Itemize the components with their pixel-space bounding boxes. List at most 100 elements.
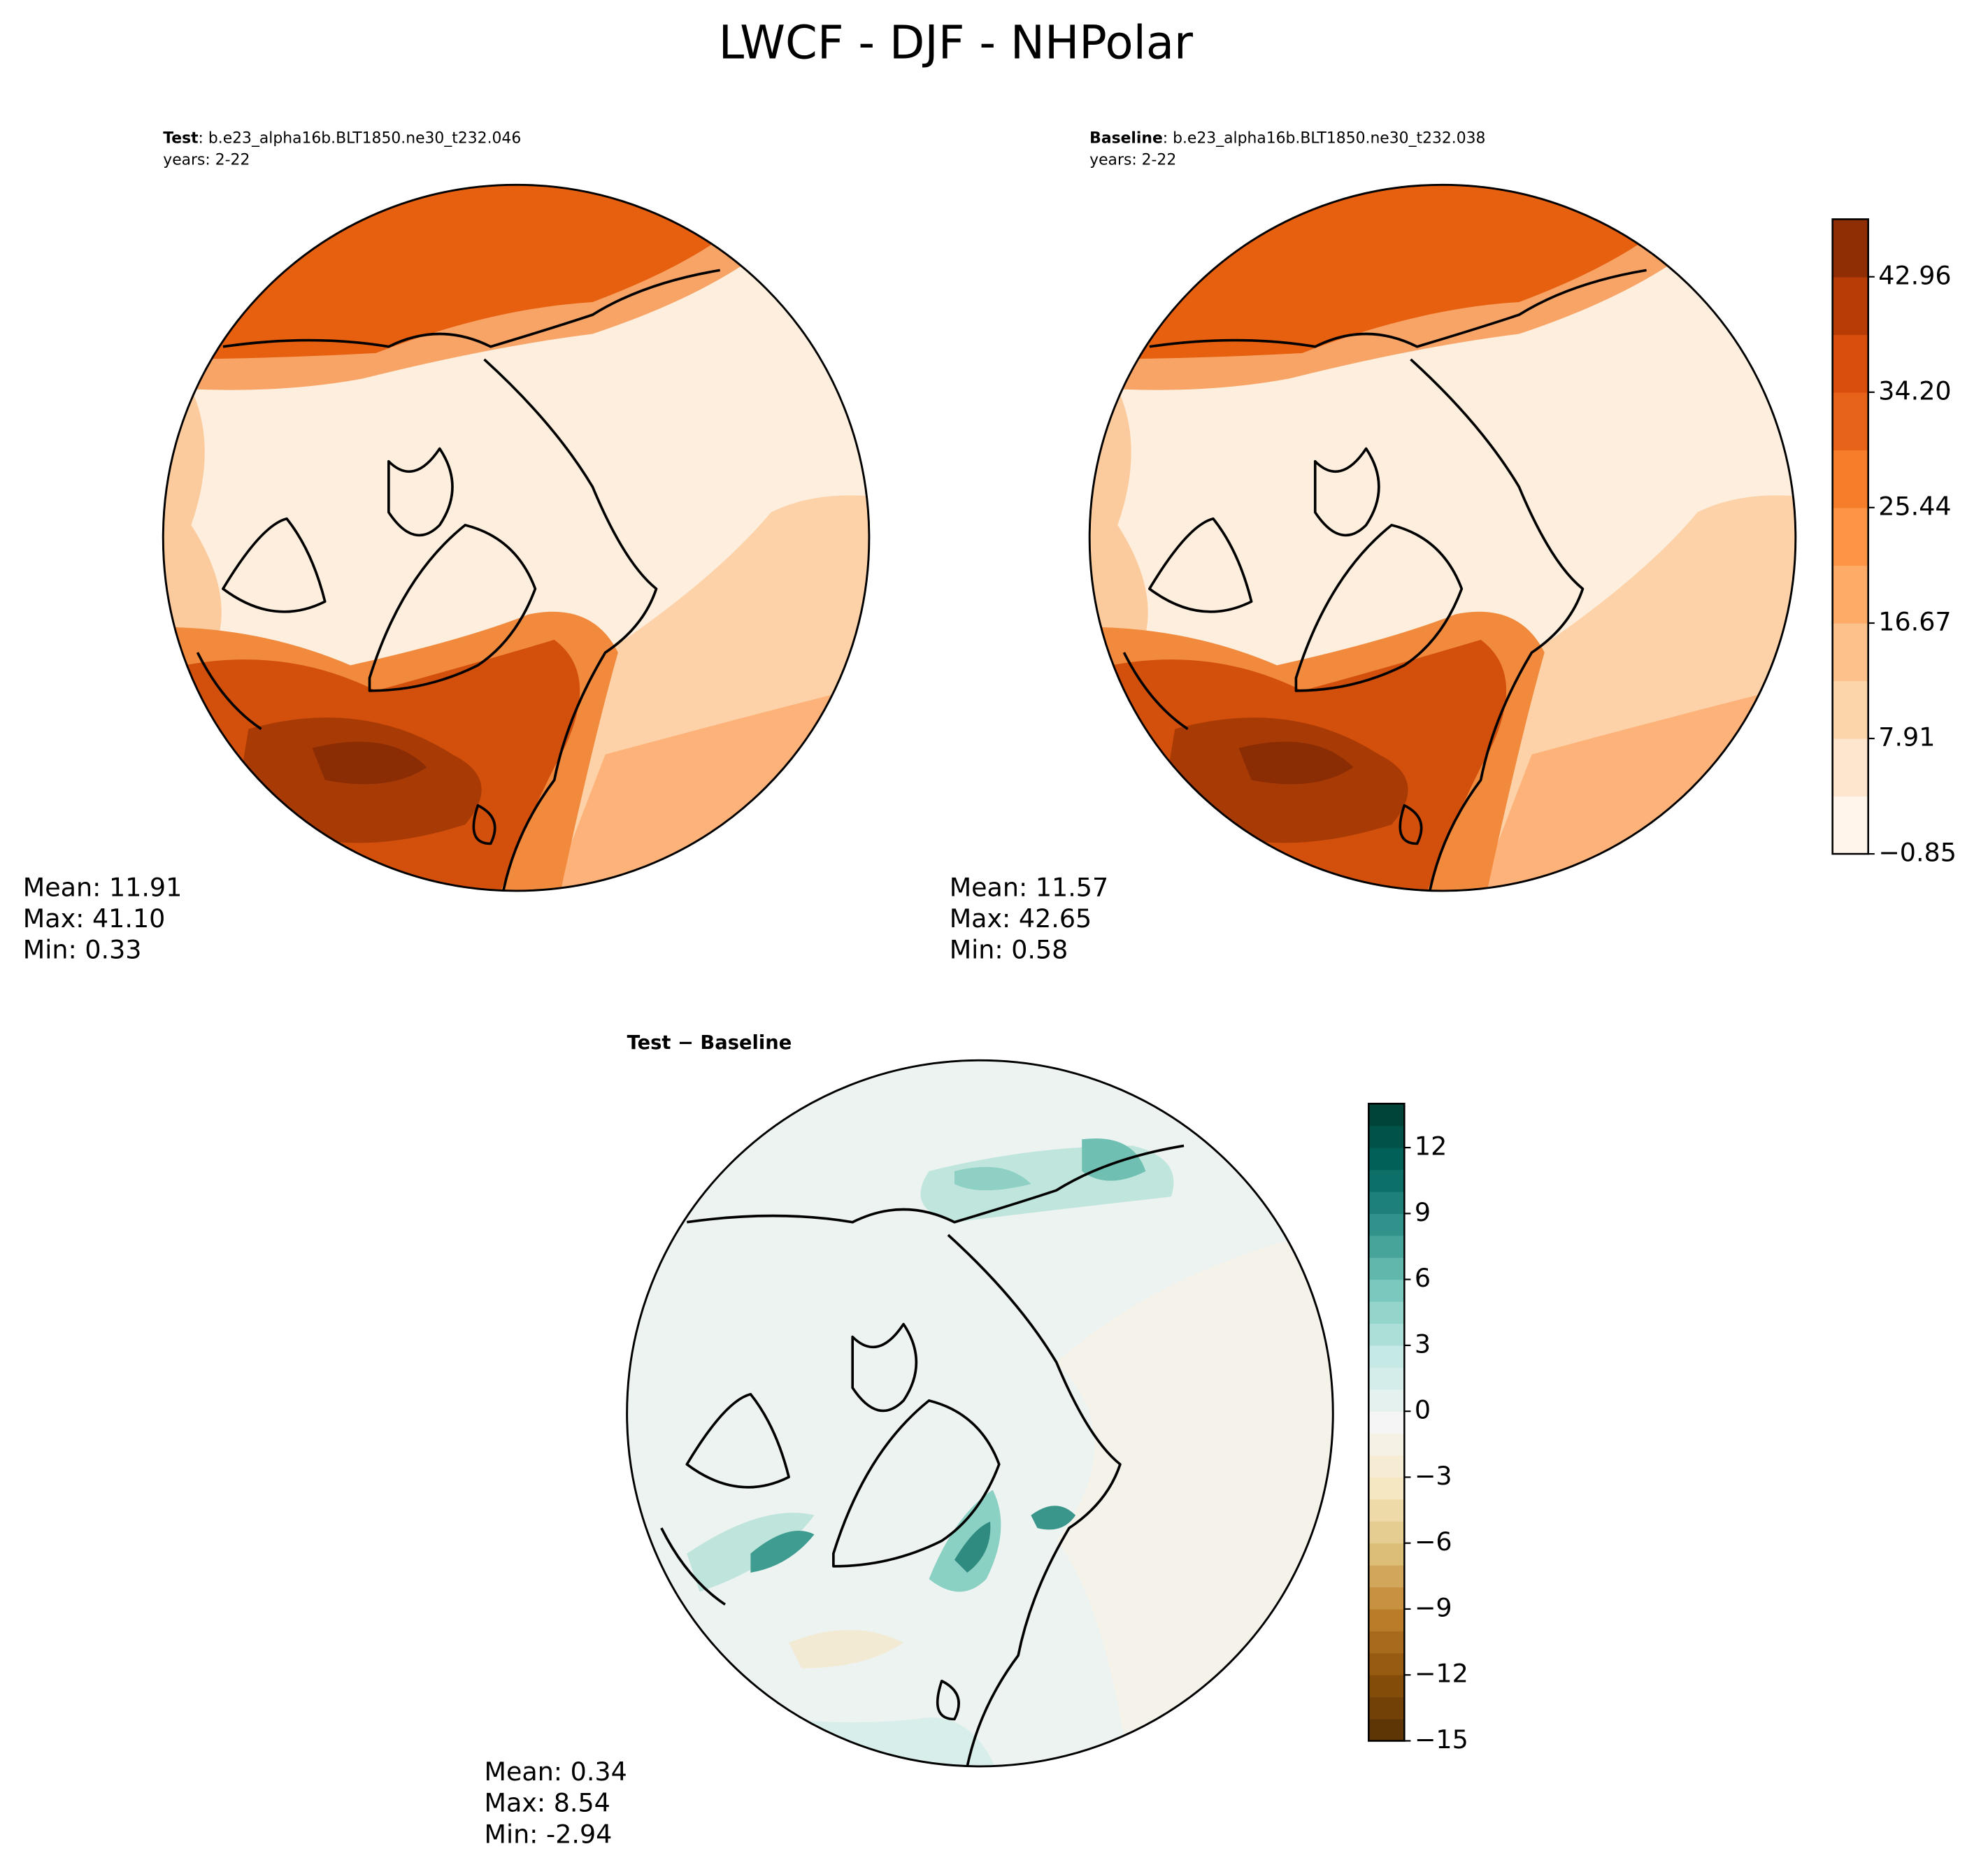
colorbar-band	[1832, 392, 1868, 451]
stat-value: 11.91	[109, 872, 182, 902]
colorbar-band	[1368, 1587, 1405, 1610]
stat-name: Mean:	[950, 872, 1028, 902]
colorbar-band	[1368, 1191, 1405, 1214]
colorbar-tick-label: 42.96	[1878, 260, 1951, 290]
test-map	[134, 155, 898, 920]
colorbar-band	[1368, 1696, 1405, 1720]
colorbar-band	[1368, 1652, 1405, 1675]
colorbar-tick-label: −6	[1415, 1527, 1452, 1557]
colorbar-band	[1368, 1301, 1405, 1324]
colorbar-band	[1368, 1367, 1405, 1390]
colorbar-band	[1368, 1608, 1405, 1631]
colorbar-band	[1368, 1213, 1405, 1236]
colorbar-band	[1368, 1433, 1405, 1456]
stat: Max: 8.54	[485, 1787, 610, 1817]
colorbar-band	[1368, 1455, 1405, 1478]
stat-value: -2.94	[546, 1819, 612, 1849]
colorbar-band	[1832, 623, 1868, 682]
colorbar-band	[1368, 1279, 1405, 1302]
colorbar-band	[1368, 1125, 1405, 1148]
colorbar-tick-label: −0.85	[1878, 838, 1957, 868]
stat-value: 0.33	[85, 934, 141, 964]
colorbar-band	[1832, 738, 1868, 797]
stat-value: 0.58	[1011, 934, 1068, 964]
stat-value: 42.65	[1019, 903, 1092, 933]
colorbar-band	[1368, 1477, 1405, 1500]
colorbar-tick-label: 0	[1415, 1395, 1431, 1425]
colorbar-tick-label: −12	[1415, 1659, 1468, 1689]
colorbar-tick-label: 16.67	[1878, 607, 1951, 637]
colorbar-tick-label: −3	[1415, 1461, 1452, 1491]
stat-value: 8.54	[554, 1787, 610, 1817]
years: years: 2-22	[163, 152, 250, 169]
colorbar-band	[1368, 1148, 1405, 1171]
colorbar-band	[1832, 680, 1868, 739]
colorbar-band	[1832, 450, 1868, 508]
colorbar-band	[1832, 276, 1868, 336]
colorbar-band	[1368, 1169, 1405, 1192]
stat: Mean: 0.34	[485, 1757, 627, 1787]
colorbar-tick-label: 7.91	[1878, 722, 1935, 752]
baseline-map	[1060, 155, 1824, 920]
colorbar-band	[1368, 1345, 1405, 1368]
colorbar-band	[1832, 508, 1868, 566]
colorbar-frame	[1831, 218, 1869, 855]
colorbar-tick-label: 6	[1415, 1263, 1431, 1293]
colorbar-tick-label: −9	[1415, 1592, 1452, 1622]
stat: Max: 41.10	[23, 903, 166, 933]
colorbar-band	[1832, 565, 1868, 624]
stat-name: Min:	[950, 934, 1003, 964]
stat-value: 0.34	[571, 1757, 627, 1787]
colorbar-tick-label: 3	[1415, 1329, 1431, 1359]
case-label: Baseline	[1089, 130, 1163, 148]
colorbar-tick-label: 9	[1415, 1197, 1431, 1227]
diff-title: Test − Baseline	[627, 1032, 792, 1054]
stat: Mean: 11.57	[950, 872, 1108, 902]
case-label: Test	[163, 130, 198, 148]
colorbar-tick-label: 34.20	[1878, 376, 1951, 406]
colorbar-band	[1368, 1631, 1405, 1654]
colorbar-band	[1832, 334, 1868, 393]
case-name: : b.e23_alpha16b.BLT1850.ne30_t232.046	[199, 130, 522, 148]
stat-name: Min:	[485, 1819, 538, 1849]
colorbar-band	[1368, 1389, 1405, 1412]
case-header: Baseline: b.e23_alpha16b.BLT1850.ne30_t2…	[1089, 130, 1485, 148]
colorbar-band	[1368, 1675, 1405, 1698]
figure-title: LWCF - DJF - NHPolar	[719, 17, 1193, 70]
stat: Mean: 11.91	[23, 872, 182, 902]
stat: Min: 0.33	[23, 934, 142, 964]
colorbar-tick-label: 12	[1415, 1131, 1447, 1162]
colorbar-band	[1368, 1565, 1405, 1588]
colorbar-band	[1368, 1103, 1405, 1127]
stat-name: Max:	[485, 1787, 546, 1817]
case-header: Test: b.e23_alpha16b.BLT1850.ne30_t232.0…	[163, 130, 521, 148]
colorbar-band	[1368, 1719, 1405, 1742]
colorbar-band	[1832, 796, 1868, 855]
diff-map	[626, 1059, 1334, 1768]
colorbar-band	[1368, 1543, 1405, 1566]
years: years: 2-22	[1089, 152, 1176, 169]
stat-name: Max:	[23, 903, 85, 933]
stat-value: 11.57	[1036, 872, 1108, 902]
colorbar-band	[1368, 1323, 1405, 1346]
colorbar-band	[1832, 219, 1868, 278]
colorbar-band	[1368, 1499, 1405, 1522]
stat-value: 41.10	[92, 903, 165, 933]
colorbar-band	[1368, 1257, 1405, 1280]
colorbar-tick-label: 25.44	[1878, 491, 1951, 521]
stat-name: Max:	[950, 903, 1011, 933]
case-name: : b.e23_alpha16b.BLT1850.ne30_t232.038	[1163, 130, 1486, 148]
stat-name: Mean:	[485, 1757, 563, 1787]
colorbar-band	[1368, 1521, 1405, 1544]
stat: Min: -2.94	[485, 1819, 613, 1849]
stat-name: Mean:	[23, 872, 101, 902]
colorbar-tick-label: −15	[1415, 1724, 1468, 1755]
colorbar-frame	[1368, 1102, 1406, 1742]
stat: Min: 0.58	[950, 934, 1068, 964]
stat: Max: 42.65	[950, 903, 1092, 933]
colorbar-band	[1368, 1235, 1405, 1258]
stat-name: Min:	[23, 934, 77, 964]
colorbar-band	[1368, 1411, 1405, 1434]
